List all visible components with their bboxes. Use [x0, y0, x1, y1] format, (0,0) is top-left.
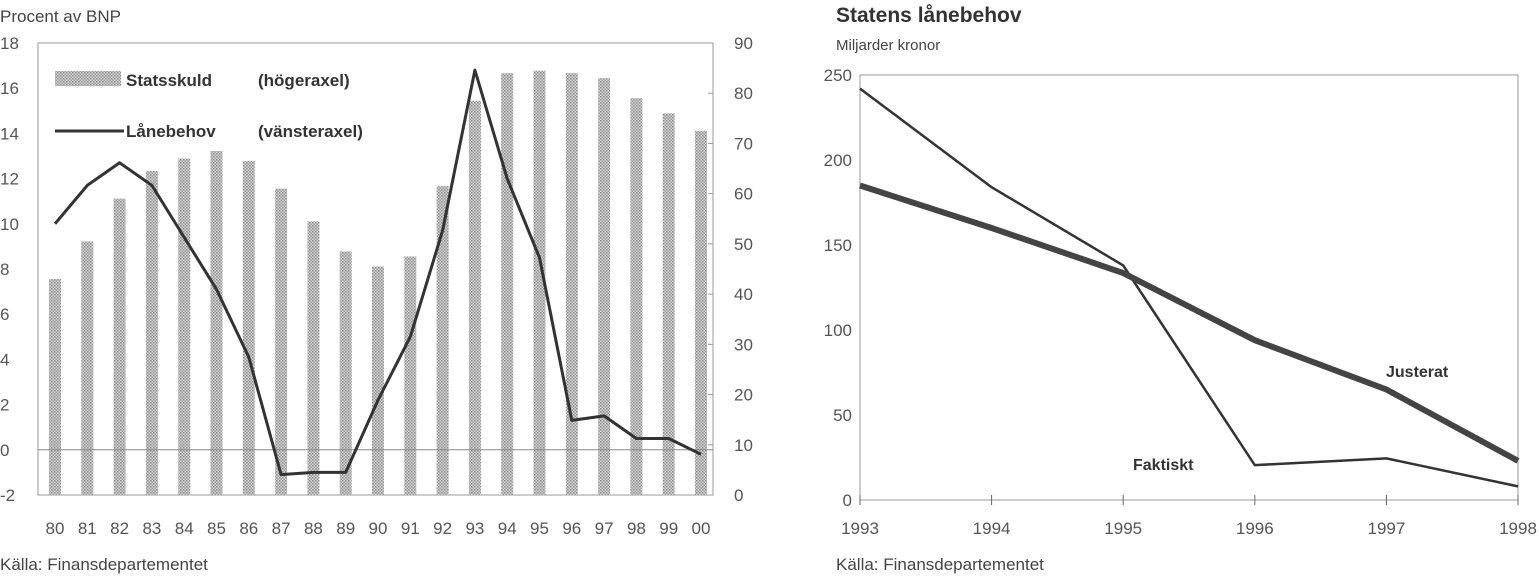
- ytick: 50: [833, 406, 852, 425]
- xtick: 97: [595, 519, 614, 538]
- right-chart: 250 200 150 100 50 0 1993 1994 1995 1996 1997 1998: [824, 66, 1537, 538]
- left-ylabel: Procent av BNP: [0, 7, 121, 26]
- xtick: 96: [562, 519, 581, 538]
- xtick: 91: [401, 519, 420, 538]
- ytick: 250: [824, 66, 852, 85]
- bar-statsskuld: [501, 73, 514, 495]
- bar-statsskuld: [695, 130, 707, 495]
- legend-bar-swatch: [55, 71, 121, 86]
- bar-statsskuld: [565, 73, 578, 495]
- ytick-left: 14: [0, 124, 19, 143]
- bar-statsskuld: [145, 171, 158, 496]
- bar-statsskuld: [307, 221, 320, 496]
- bar-statsskuld: [210, 150, 223, 495]
- ytick-right: 80: [734, 84, 753, 103]
- xtick: 84: [175, 519, 194, 538]
- bar-statsskuld: [242, 161, 255, 495]
- ytick-right: 40: [734, 285, 753, 304]
- ytick-left: 2: [0, 396, 9, 415]
- ytick: 150: [824, 236, 852, 255]
- xtick: 83: [142, 519, 161, 538]
- xtick: 1995: [1104, 519, 1142, 538]
- ytick-left: 0: [0, 441, 9, 460]
- bar-statsskuld: [49, 279, 61, 495]
- xtick: 92: [433, 519, 452, 538]
- xtick: 1997: [1367, 519, 1405, 538]
- bar-statsskuld: [404, 256, 417, 495]
- left-legend: Statsskuld (högeraxel) Lånebehov (vänste…: [55, 71, 363, 141]
- xtick: 81: [78, 519, 97, 538]
- ytick-left: 16: [0, 79, 19, 98]
- ytick-right: 0: [734, 486, 743, 505]
- ytick: 0: [843, 491, 852, 510]
- xtick: 98: [627, 519, 646, 538]
- ytick: 200: [824, 151, 852, 170]
- bar-statsskuld: [81, 241, 94, 495]
- ytick-left: 18: [0, 34, 19, 53]
- xtick: 93: [465, 519, 484, 538]
- ytick-right: 70: [734, 134, 753, 153]
- ytick-right: 20: [734, 386, 753, 405]
- label-faktiskt: Faktiskt: [1133, 457, 1194, 474]
- ytick-left: 8: [0, 260, 9, 279]
- legend-lanebehov: Lånebehov: [126, 122, 216, 141]
- right-title: Statens lånebehov: [836, 4, 1022, 27]
- bar-statsskuld: [275, 188, 288, 495]
- bar-statsskuld: [178, 158, 191, 495]
- xtick: 90: [369, 519, 388, 538]
- xtick: 94: [498, 519, 517, 538]
- legend-lanebehov-axis: (vänsteraxel): [258, 122, 363, 141]
- ytick-right: 90: [734, 34, 753, 53]
- bar-statsskuld: [113, 198, 126, 495]
- line-lanebehov: [53, 68, 702, 477]
- ytick-right: 50: [734, 235, 753, 254]
- xtick: 1996: [1236, 519, 1274, 538]
- plot-frame: [859, 74, 1519, 501]
- xtick: 89: [336, 519, 355, 538]
- ytick-left: -2: [0, 486, 15, 505]
- xtick: 82: [110, 519, 129, 538]
- ytick: 100: [824, 321, 852, 340]
- bar-statsskuld: [339, 251, 352, 495]
- xtick: 80: [46, 519, 65, 538]
- xtick: 00: [692, 519, 711, 538]
- legend-statsskuld-axis: (högeraxel): [258, 71, 350, 90]
- ytick-right: 60: [734, 185, 753, 204]
- xtick: 99: [659, 519, 678, 538]
- line-faktiskt: [859, 87, 1519, 488]
- ytick-left: 6: [0, 305, 9, 324]
- right-ylabel: Miljarder kronor: [836, 37, 940, 54]
- xtick: 86: [239, 519, 258, 538]
- left-source: Källa: Finansdepartementet: [0, 555, 208, 574]
- xtick: 87: [272, 519, 291, 538]
- bar-statsskuld: [598, 78, 611, 496]
- xtick: 1998: [1499, 519, 1537, 538]
- line-justerat: [859, 182, 1520, 464]
- bar-statsskuld: [533, 70, 546, 495]
- xtick: 88: [304, 519, 323, 538]
- bar-statsskuld: [436, 186, 449, 495]
- ytick-left: 12: [0, 170, 19, 189]
- bar-statsskuld: [468, 100, 481, 495]
- xtick: 95: [530, 519, 549, 538]
- bar-statsskuld: [630, 98, 643, 495]
- xtick: 1994: [973, 519, 1011, 538]
- ytick-right: 10: [734, 436, 753, 455]
- legend-statsskuld: Statsskuld: [126, 71, 212, 90]
- right-source: Källa: Finansdepartementet: [836, 555, 1044, 574]
- bar-statsskuld: [662, 113, 675, 496]
- label-justerat: Justerat: [1386, 364, 1449, 381]
- ytick-left: 4: [0, 350, 9, 369]
- ytick-left: 10: [0, 215, 19, 234]
- xtick: 1993: [841, 519, 879, 538]
- xtick: 85: [207, 519, 226, 538]
- bar-statsskuld: [372, 266, 384, 495]
- ytick-right: 30: [734, 335, 753, 354]
